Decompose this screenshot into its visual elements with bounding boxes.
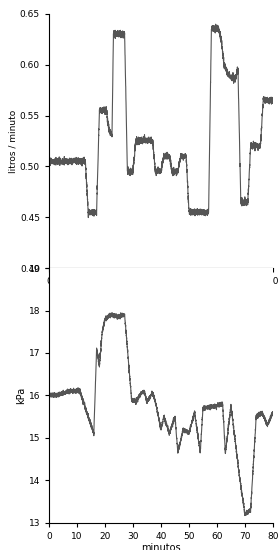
Y-axis label: litros / minuto: litros / minuto [8, 109, 17, 173]
X-axis label: minutos: minutos [141, 543, 181, 550]
Text: (b): (b) [149, 324, 173, 342]
Y-axis label: kPa: kPa [16, 387, 26, 404]
X-axis label: minutos: minutos [141, 289, 181, 299]
